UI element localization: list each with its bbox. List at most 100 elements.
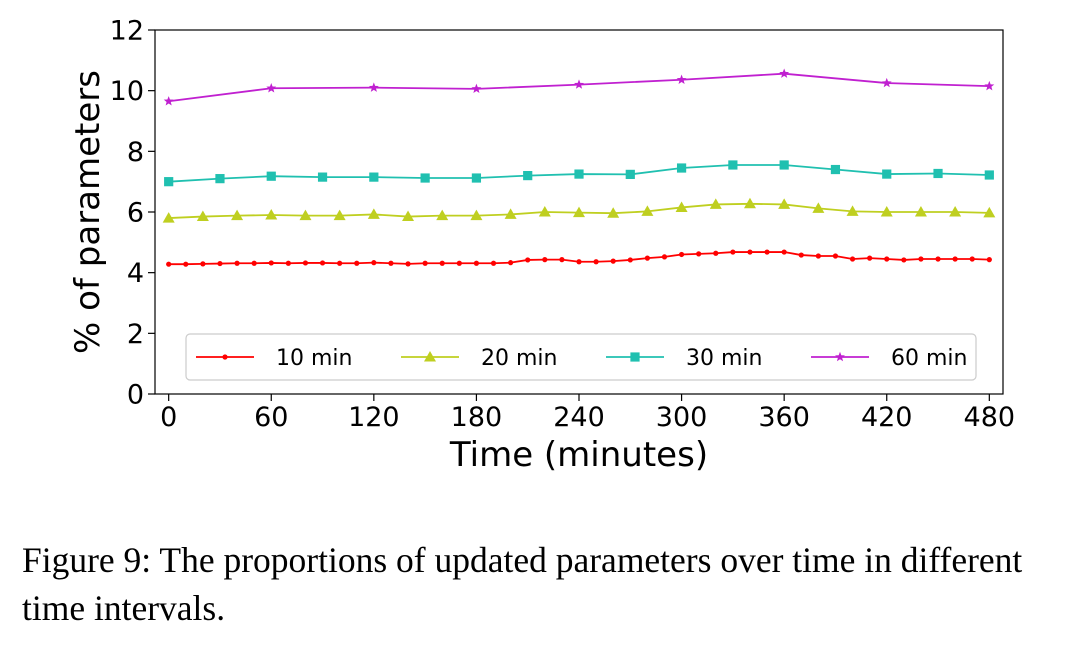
y-tick-label: 10: [110, 76, 144, 107]
data-point: [266, 171, 276, 181]
legend-box: [185, 333, 977, 381]
legend-marker: [424, 351, 436, 362]
data-point: [162, 212, 175, 223]
data-point: [984, 80, 995, 91]
data-point: [333, 209, 346, 221]
axes: 0 60 120 180 240 300 360 420 480 0 2 4 6 8 10 12 Time (m…: [68, 16, 1015, 476]
data-point: [367, 208, 380, 219]
data-point: [268, 260, 274, 266]
data-point: [781, 249, 787, 255]
data-point: [867, 255, 873, 261]
data-point: [779, 68, 790, 78]
data-point: [538, 206, 551, 217]
legend-item-20-min: 20 min: [401, 346, 557, 371]
data-point: [676, 74, 687, 84]
y-tick-label: 12: [110, 16, 144, 47]
data-point: [473, 260, 480, 266]
data-point: [388, 260, 394, 266]
data-point: [163, 96, 174, 106]
legend-item-60-min: 60 min: [811, 346, 967, 371]
x-tick-label: 360: [758, 402, 810, 433]
legend-label: 60 min: [891, 346, 967, 371]
data-point: [709, 198, 722, 209]
data-point: [610, 258, 616, 264]
data-point: [317, 172, 328, 182]
data-point: [508, 260, 514, 266]
data-point: [747, 249, 753, 255]
data-point: [490, 260, 497, 266]
y-tick-label: 0: [127, 380, 144, 411]
y-tick-label: 6: [127, 198, 144, 229]
data-point: [764, 249, 770, 255]
data-point: [420, 173, 430, 183]
data-point: [815, 253, 821, 259]
data-point: [986, 257, 992, 263]
data-point: [983, 206, 996, 218]
data-point: [661, 254, 668, 260]
data-point: [935, 256, 941, 262]
data-point: [302, 260, 309, 266]
data-point: [354, 260, 360, 266]
data-point: [574, 79, 584, 89]
data-point: [846, 205, 859, 216]
data-point: [470, 209, 483, 221]
y-tick-label: 8: [127, 137, 144, 168]
data-point: [319, 260, 326, 266]
data-point: [627, 257, 633, 263]
data-point: [371, 260, 377, 266]
data-point: [285, 260, 291, 266]
data-point: [402, 210, 415, 222]
data-point: [849, 256, 856, 262]
data-point: [525, 257, 531, 263]
data-point: [471, 83, 482, 94]
data-point: [299, 209, 312, 221]
data-point: [644, 255, 650, 261]
data-point: [164, 177, 174, 187]
y-tick-label: 4: [127, 258, 144, 289]
data-point: [676, 163, 687, 173]
x-tick-label: 420: [861, 402, 913, 433]
x-tick-label: 240: [553, 402, 605, 433]
legend-marker: [222, 354, 228, 360]
data-point: [918, 256, 924, 262]
data-point: [265, 209, 278, 220]
data-point: [266, 83, 277, 93]
legend-label: 30 min: [686, 346, 762, 371]
data-point: [593, 259, 599, 265]
data-point: [215, 174, 225, 184]
data-point: [559, 257, 565, 263]
data-point: [949, 206, 962, 217]
data-point: [969, 256, 975, 262]
data-point: [573, 206, 585, 218]
legend-item-10-min: 10 min: [196, 346, 352, 371]
data-point: [436, 209, 449, 221]
data-point: [743, 197, 756, 209]
data-point: [200, 261, 206, 267]
data-point: [456, 260, 462, 266]
x-tick-label: 120: [348, 402, 400, 433]
data-point: [231, 209, 244, 221]
legend-item-30-min: 30 min: [606, 346, 762, 371]
data-point: [337, 260, 343, 266]
data-point: [166, 261, 172, 267]
data-point: [471, 173, 482, 183]
data-point: [405, 261, 411, 267]
data-point: [439, 260, 445, 266]
data-point: [952, 256, 958, 262]
data-point: [251, 260, 257, 266]
data-point: [607, 207, 620, 218]
data-point: [728, 160, 738, 170]
data-point: [778, 198, 791, 209]
x-tick-label: 0: [160, 402, 177, 433]
data-point: [196, 210, 209, 222]
data-point: [933, 168, 943, 179]
legend: 10 min 20 min 30 min 60 min: [185, 333, 977, 381]
x-tick-label: 300: [656, 402, 708, 433]
legend-label: 20 min: [481, 346, 557, 371]
data-point: [369, 172, 379, 182]
y-axis-label: % of parameters: [68, 70, 108, 354]
data-point: [217, 260, 223, 267]
data-point: [914, 206, 927, 217]
data-point: [779, 160, 789, 170]
